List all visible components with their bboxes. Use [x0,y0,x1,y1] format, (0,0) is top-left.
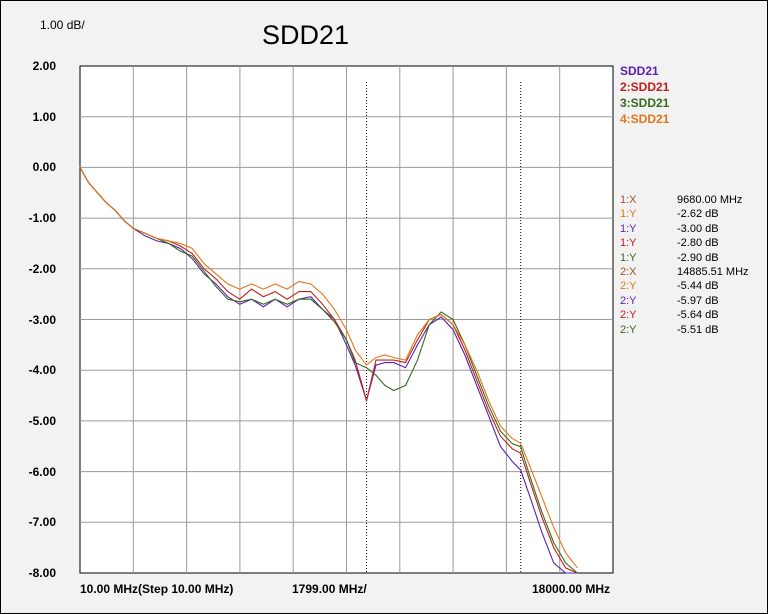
x-tick-stop: 18000.00 MHz [532,582,611,596]
marker-readout-row: 1:Y -2.90 dB [620,252,760,266]
marker-readout-id: 1:Y [620,222,637,235]
legend-entry[interactable]: 3:SDD21 [620,96,670,110]
marker-readout-row: 1:Y -2.62 dB [620,208,760,222]
marker-readout-value: -5.44 dB [677,280,719,293]
y-tick-label: 1.00 [32,109,56,124]
marker-readout-id: 1:Y [620,237,637,250]
marker-readout-id: 1:X [620,194,637,206]
marker-readout-value: -5.64 dB [677,309,719,322]
marker-readout-id: 1:Y [620,251,637,264]
marker-readout-id: 2:Y [620,309,637,322]
marker-readout-value: -2.80 dB [677,237,719,250]
marker-readout-row: 2:Y -5.44 dB [620,280,760,294]
y-tick-label: -5.00 [28,413,56,428]
marker-readout-id: 2:X [620,266,637,278]
marker-readout-value: -3.00 dB [677,222,719,235]
marker-readout-row: 2:Y -5.64 dB [620,309,760,323]
marker-readout-row: 1:Y -3.00 dB [620,223,760,237]
marker-readout-id: 1:Y [620,208,637,221]
y-tick-label: -7.00 [28,515,56,530]
y-tick-label: -4.00 [28,363,56,378]
marker-readout-value: 14885.51 MHz [677,266,749,278]
marker-readout-id: 2:Y [620,294,637,307]
scale-label: 1.00 dB/ [40,18,85,32]
marker-readout-id: 2:Y [620,323,637,336]
marker-readout-value: -2.90 dB [677,251,719,264]
marker-readout-row: 2:X 14885.51 MHz [620,266,760,280]
y-tick-label: 0.00 [32,160,56,175]
series-line-4 [79,167,578,569]
y-tick-label: -2.00 [28,261,56,276]
legend-entry[interactable]: 2:SDD21 [620,80,670,94]
chart-title: SDD21 [262,20,350,50]
marker-readout-value: -5.51 dB [677,323,719,336]
x-tick-center: 1799.00 MHz/ [292,582,367,596]
legend-entry[interactable]: SDD21 [620,64,659,78]
y-tick-label: -1.00 [28,211,56,226]
legend-entry[interactable]: 4:SDD21 [620,112,670,126]
marker-readout-row: 1:Y -2.80 dB [620,237,760,251]
marker-readout-value: 9680.00 MHz [677,194,743,206]
marker-readout-value: -2.62 dB [677,208,719,221]
x-tick-start: 10.00 MHz(Step 10.00 MHz) [80,582,234,596]
marker-readout-id: 2:Y [620,280,637,293]
marker-readout-row: 2:Y -5.97 dB [620,295,760,309]
y-tick-label: -3.00 [28,312,56,327]
series-line-1 [79,167,578,574]
y-tick-label: -8.00 [28,566,56,580]
marker-readout-row: 1:X 9680.00 MHz [620,194,760,208]
marker-readout-value: -5.97 dB [677,294,719,307]
y-tick-label: -6.00 [28,464,56,479]
y-tick-label: 2.00 [32,59,56,73]
marker-readout-row: 2:Y -5.51 dB [620,324,760,338]
